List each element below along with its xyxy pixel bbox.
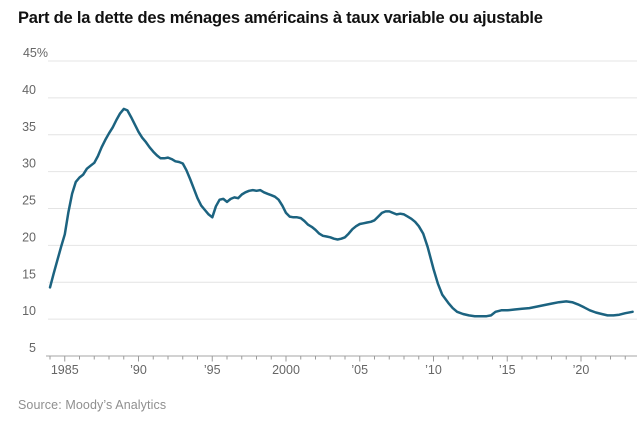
- x-tick-label: ’90: [130, 363, 147, 377]
- x-tick-label: ’95: [204, 363, 221, 377]
- line-chart: 45% 40 35 30 25 20 15 10 5 1985 ’90 ’95 2000 ’05 ’10 ’1…: [22, 46, 637, 377]
- y-tick-label: 35: [22, 120, 36, 134]
- x-tick-label: 2000: [272, 363, 300, 377]
- y-tick-label: 10: [22, 304, 36, 318]
- x-tick-label: ’20: [573, 363, 590, 377]
- data-line: [48, 107, 634, 318]
- y-tick-label: 25: [22, 194, 36, 208]
- x-tick-label: ’15: [499, 363, 516, 377]
- y-tick-label: 20: [22, 230, 36, 244]
- y-tick-label: 45%: [23, 46, 48, 60]
- y-tick-label: 5: [29, 341, 36, 355]
- y-tick-label: 40: [22, 83, 36, 97]
- x-tick-label: 1985: [51, 363, 79, 377]
- source-note: Source: Moody’s Analytics: [18, 398, 167, 412]
- y-tick-label: 30: [22, 157, 36, 171]
- x-tick-label: ’10: [425, 363, 442, 377]
- x-tick-label: ’05: [351, 363, 368, 377]
- chart-title: Part de la dette des ménages américains …: [18, 9, 543, 27]
- y-tick-label: 15: [22, 267, 36, 281]
